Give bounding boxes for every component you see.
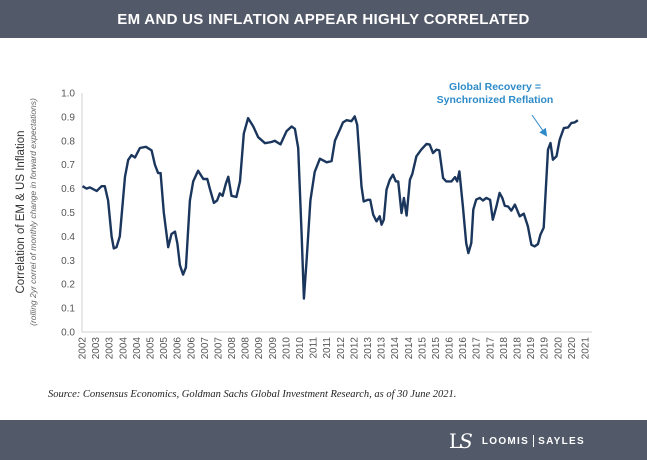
x-tick-label: 2012 xyxy=(349,337,360,360)
x-tick-label: 2016 xyxy=(445,337,456,360)
y-tick-label: 0.2 xyxy=(61,280,75,291)
x-tick-label: 2003 xyxy=(91,337,102,360)
y-tick-label: 1.0 xyxy=(61,89,75,100)
annotation-line2: Synchronized Reflation xyxy=(437,94,554,106)
x-tick-label: 2010 xyxy=(281,337,292,360)
loomis-sayles-logo: LS LOOMIS SAYLES xyxy=(449,429,585,453)
source-note: Source: Consensus Economics, Goldman Sac… xyxy=(48,389,457,400)
logo-name-right: SAYLES xyxy=(538,435,585,447)
x-tick-label: 2010 xyxy=(295,337,306,360)
x-tick-label: 2002 xyxy=(78,337,89,360)
x-tick-label: 2021 xyxy=(581,337,592,360)
ls-monogram: LS xyxy=(448,429,473,453)
y-tick-label: 0.8 xyxy=(61,136,75,147)
x-tick-label: 2014 xyxy=(404,337,415,360)
x-tick-label: 2011 xyxy=(322,337,333,359)
y-tick-label: 0.7 xyxy=(61,160,75,171)
x-tick-label: 2009 xyxy=(268,337,279,360)
series-line xyxy=(81,115,579,300)
y-axis-subtitle: (rolling 2yr correl of monthly change in… xyxy=(28,98,38,326)
annotation-arrow xyxy=(531,114,548,137)
x-tick-label: 2014 xyxy=(390,337,401,360)
x-tick-label: 2013 xyxy=(363,337,374,360)
x-tick-label: 2015 xyxy=(431,337,442,360)
y-tick-label: 0.9 xyxy=(61,112,75,123)
x-tick-label: 2007 xyxy=(213,337,224,360)
y-tick-label: 0.0 xyxy=(61,328,75,339)
x-tick-label: 2017 xyxy=(472,337,483,360)
x-tick-label: 2013 xyxy=(377,337,388,360)
y-tick-label: 0.1 xyxy=(61,304,75,315)
x-tick-label: 2015 xyxy=(417,337,428,360)
x-tick-label: 2009 xyxy=(254,337,265,360)
x-tick-label: 2019 xyxy=(526,337,537,360)
x-tick-label: 2019 xyxy=(540,337,551,360)
footer-bar: LS LOOMIS SAYLES xyxy=(0,420,647,460)
x-tick-label: 2018 xyxy=(499,337,510,360)
logo-name-left: LOOMIS xyxy=(481,435,530,447)
x-tick-label: 2020 xyxy=(553,337,564,360)
x-tick-label: 2004 xyxy=(118,337,129,360)
y-tick-label: 0.6 xyxy=(61,184,75,195)
x-tick-label: 2007 xyxy=(200,337,211,360)
y-tick-label: 0.5 xyxy=(61,208,75,219)
y-tick-label: 0.3 xyxy=(61,256,75,267)
y-tick-label: 0.4 xyxy=(61,232,75,243)
x-tick-label: 2003 xyxy=(105,337,116,360)
x-tick-label: 2008 xyxy=(227,337,238,360)
annotation-line1: Global Recovery = xyxy=(449,81,541,93)
y-axis-title: Correlation of EM & US Inflation xyxy=(15,131,27,294)
x-tick-label: 2012 xyxy=(336,337,347,360)
x-tick-label: 2005 xyxy=(159,337,170,360)
x-tick-label: 2004 xyxy=(132,337,143,360)
x-tick-label: 2005 xyxy=(145,337,156,360)
chart-title-banner: EM AND US INFLATION APPEAR HIGHLY CORREL… xyxy=(0,0,647,38)
x-tick-label: 2008 xyxy=(241,337,252,360)
page-title: EM AND US INFLATION APPEAR HIGHLY CORREL… xyxy=(117,10,530,28)
x-tick-label: 2018 xyxy=(513,337,524,360)
x-tick-label: 2006 xyxy=(186,337,197,360)
x-tick-label: 2016 xyxy=(458,337,469,360)
x-tick-label: 2011 xyxy=(309,337,320,359)
x-tick-label: 2017 xyxy=(485,337,496,360)
x-tick-label: 2020 xyxy=(567,337,578,360)
x-tick-label: 2006 xyxy=(173,337,184,360)
